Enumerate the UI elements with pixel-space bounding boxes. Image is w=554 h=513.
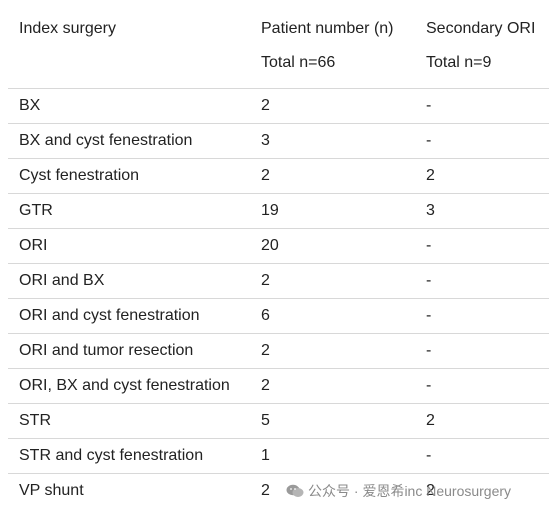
table-row: BX 2 -: [8, 89, 549, 124]
cell-index-surgery: ORI: [19, 237, 48, 254]
cell-patient-number: 2: [261, 377, 270, 394]
header-secondary-ori: Secondary ORI: [426, 20, 536, 37]
cell-index-surgery: ORI, BX and cyst fenestration: [19, 377, 230, 394]
table-row: ORI and cyst fenestration 6 -: [8, 299, 549, 334]
cell-secondary-ori: -: [426, 132, 432, 149]
table-row: Cyst fenestration 2 2: [8, 159, 549, 194]
table-row: ORI and tumor resection 2 -: [8, 334, 549, 369]
header-total-secondary: Total n=9: [426, 54, 492, 71]
cell-secondary-ori: -: [426, 377, 432, 394]
cell-patient-number: 19: [261, 202, 279, 219]
table-row: STR 5 2: [8, 404, 549, 439]
cell-secondary-ori: 3: [426, 202, 435, 219]
table-row: STR and cyst fenestration 1 -: [8, 439, 549, 474]
header-patient-number: Patient number (n): [261, 20, 394, 37]
cell-index-surgery: BX: [19, 97, 41, 114]
cell-index-surgery: ORI and cyst fenestration: [19, 307, 200, 324]
watermark-text: 公众号 · 爱恩希inc Neurosurgery: [308, 483, 512, 499]
cell-secondary-ori: -: [426, 447, 432, 464]
cell-secondary-ori: 2: [426, 167, 435, 184]
header-total-patients: Total n=66: [261, 54, 336, 71]
header-blank: [8, 54, 250, 89]
header-row: Index surgery Patient number (n) Seconda…: [8, 10, 549, 54]
table-row: GTR 19 3: [8, 194, 549, 229]
header-index-surgery: Index surgery: [19, 20, 116, 37]
cell-secondary-ori: 2: [426, 482, 435, 499]
cell-secondary-ori: 2: [426, 412, 435, 429]
cell-secondary-ori: -: [426, 272, 432, 289]
cell-index-surgery: Cyst fenestration: [19, 167, 140, 184]
surgery-table: Index surgery Patient number (n) Seconda…: [8, 10, 549, 508]
table-row: BX and cyst fenestration 3 -: [8, 124, 549, 159]
table-row: ORI, BX and cyst fenestration 2 -: [8, 369, 549, 404]
cell-index-surgery: STR and cyst fenestration: [19, 447, 204, 464]
cell-patient-number: 2: [261, 342, 270, 359]
cell-patient-number: 3: [261, 132, 270, 149]
cell-secondary-ori: -: [426, 97, 432, 114]
cell-patient-number: 2: [261, 167, 270, 184]
watermark: 公众号 · 爱恩希inc Neurosurgery: [286, 481, 511, 501]
cell-secondary-ori: -: [426, 342, 432, 359]
cell-patient-number: 2: [261, 97, 270, 114]
cell-patient-number: 2: [261, 482, 270, 499]
wechat-icon: [286, 484, 304, 497]
table-row: ORI and BX 2 -: [8, 264, 549, 299]
cell-index-surgery: VP shunt: [19, 482, 84, 499]
cell-index-surgery: STR: [19, 412, 51, 429]
table-row: ORI 20 -: [8, 229, 549, 264]
cell-patient-number: 6: [261, 307, 270, 324]
cell-patient-number: 2: [261, 272, 270, 289]
cell-index-surgery: ORI and tumor resection: [19, 342, 194, 359]
cell-secondary-ori: -: [426, 307, 432, 324]
cell-secondary-ori: -: [426, 237, 432, 254]
cell-patient-number: 5: [261, 412, 270, 429]
header-subrow: Total n=66 Total n=9: [8, 54, 549, 89]
cell-index-surgery: ORI and BX: [19, 272, 105, 289]
cell-patient-number: 20: [261, 237, 279, 254]
cell-index-surgery: GTR: [19, 202, 53, 219]
table-row: VP shunt 2 2: [8, 474, 549, 509]
cell-patient-number: 1: [261, 447, 270, 464]
cell-index-surgery: BX and cyst fenestration: [19, 132, 193, 149]
